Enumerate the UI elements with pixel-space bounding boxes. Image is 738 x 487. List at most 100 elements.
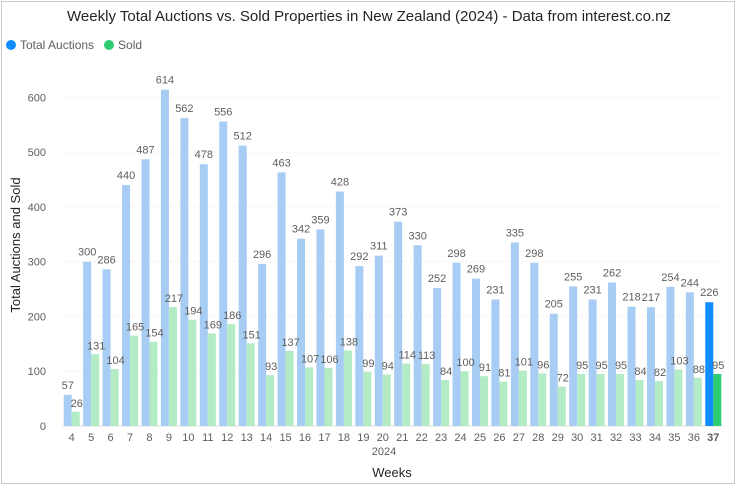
bar-total-auctions[interactable] [122, 185, 131, 426]
bar-total-auctions[interactable] [83, 261, 92, 426]
bar-sold[interactable] [324, 367, 333, 426]
bar-total-auctions[interactable] [627, 306, 636, 426]
bar-total-auctions[interactable] [413, 245, 422, 426]
bar-sold[interactable] [479, 376, 488, 426]
x-tick-label: 26 [493, 432, 505, 444]
y-tick-label: 200 [28, 311, 46, 323]
x-tick-label: 10 [182, 432, 194, 444]
bar-sold[interactable] [168, 307, 177, 426]
bar-total-auctions[interactable] [102, 269, 111, 426]
data-label-sold: 104 [106, 355, 124, 367]
bar-sold[interactable] [382, 374, 391, 426]
bar-total-auctions[interactable] [510, 242, 519, 426]
data-label-total-auctions: 218 [622, 292, 640, 304]
bar-total-auctions[interactable] [258, 263, 267, 426]
bar-sold[interactable] [674, 369, 683, 426]
data-label-sold: 217 [165, 293, 183, 305]
bar-sold[interactable] [227, 324, 236, 426]
bar-total-auctions[interactable] [219, 121, 228, 426]
bar-sold[interactable] [130, 335, 139, 426]
bar-sold[interactable] [421, 364, 430, 426]
bar-sold[interactable] [149, 341, 158, 426]
legend-item-sold[interactable]: Sold [104, 38, 142, 52]
data-label-sold: 93 [265, 361, 277, 373]
bar-sold[interactable] [577, 373, 586, 426]
bar-total-auctions[interactable] [491, 299, 500, 426]
bar-sold[interactable] [635, 379, 644, 426]
bar-total-auctions[interactable] [374, 255, 383, 426]
x-tick-label: 28 [532, 432, 544, 444]
data-label-sold: 106 [320, 354, 338, 366]
bar-total-auctions[interactable] [297, 238, 306, 426]
bar-total-auctions[interactable] [335, 191, 344, 426]
data-label-total-auctions: 335 [506, 228, 524, 240]
x-tick-label: 31 [591, 432, 603, 444]
bar-total-auctions[interactable] [569, 286, 578, 426]
bar-sold[interactable] [188, 319, 197, 426]
bar-sold[interactable] [596, 373, 605, 426]
x-tick-label: 5 [88, 432, 94, 444]
bar-sold[interactable] [246, 343, 255, 426]
bar-sold[interactable] [305, 367, 314, 426]
bar-sold[interactable] [71, 411, 80, 426]
data-label-sold: 131 [87, 340, 105, 352]
bar-sold[interactable] [518, 370, 527, 426]
legend-item-total-auctions[interactable]: Total Auctions [6, 38, 94, 52]
bar-total-auctions[interactable] [141, 159, 150, 426]
data-label-total-auctions: 342 [292, 224, 310, 236]
bar-sold[interactable] [110, 369, 119, 426]
bar-total-auctions[interactable] [666, 286, 675, 426]
x-axis-title: Weeks [372, 465, 412, 480]
x-tick-label: 27 [513, 432, 525, 444]
bar-total-auctions[interactable] [433, 287, 442, 426]
x-tick-label: 37 [707, 432, 719, 444]
bar-sold[interactable] [343, 350, 352, 426]
bar-sold[interactable] [654, 381, 663, 426]
bar-total-auctions[interactable] [705, 302, 714, 426]
bar-sold[interactable] [266, 375, 275, 426]
data-label-total-auctions: 478 [195, 149, 213, 161]
bar-total-auctions[interactable] [452, 262, 461, 426]
bar-sold[interactable] [499, 381, 508, 426]
bar-total-auctions[interactable] [471, 278, 480, 426]
bar-total-auctions[interactable] [277, 172, 286, 426]
bar-sold[interactable] [402, 363, 411, 426]
bar-total-auctions[interactable] [530, 262, 539, 426]
bar-sold[interactable] [285, 350, 294, 426]
bar-total-auctions[interactable] [63, 394, 72, 426]
data-label-sold: 94 [382, 361, 394, 373]
bar-sold[interactable] [693, 377, 702, 426]
data-label-total-auctions: 428 [331, 177, 349, 189]
bar-total-auctions[interactable] [316, 229, 325, 426]
bar-total-auctions[interactable] [394, 221, 403, 426]
data-label-total-auctions: 296 [253, 249, 271, 261]
bar-sold[interactable] [616, 373, 625, 426]
bar-sold[interactable] [441, 379, 450, 426]
data-label-sold: 95 [615, 360, 627, 372]
bar-total-auctions[interactable] [180, 118, 189, 426]
bar-sold[interactable] [713, 373, 722, 426]
data-label-total-auctions: 205 [545, 299, 563, 311]
y-tick-label: 500 [28, 147, 46, 159]
bar-total-auctions[interactable] [160, 89, 169, 427]
bar-total-auctions[interactable] [238, 145, 247, 426]
x-tick-label: 14 [260, 432, 272, 444]
data-label-sold: 103 [670, 356, 688, 368]
x-tick-label: 22 [416, 432, 428, 444]
bar-sold[interactable] [91, 354, 100, 426]
data-label-total-auctions: 269 [467, 264, 485, 276]
bar-sold[interactable] [460, 371, 469, 426]
bar-total-auctions[interactable] [588, 299, 597, 426]
bar-sold[interactable] [363, 371, 372, 426]
x-tick-label: 24 [454, 432, 466, 444]
bar-sold[interactable] [557, 386, 566, 426]
bar-total-auctions[interactable] [685, 292, 694, 426]
bar-sold[interactable] [207, 333, 216, 426]
bar-total-auctions[interactable] [199, 164, 208, 427]
bar-total-auctions[interactable] [646, 307, 655, 426]
x-tick-label: 35 [668, 432, 680, 444]
bar-total-auctions[interactable] [355, 266, 364, 426]
bar-total-auctions[interactable] [608, 282, 617, 426]
bar-total-auctions[interactable] [549, 313, 558, 426]
bar-sold[interactable] [538, 373, 547, 426]
